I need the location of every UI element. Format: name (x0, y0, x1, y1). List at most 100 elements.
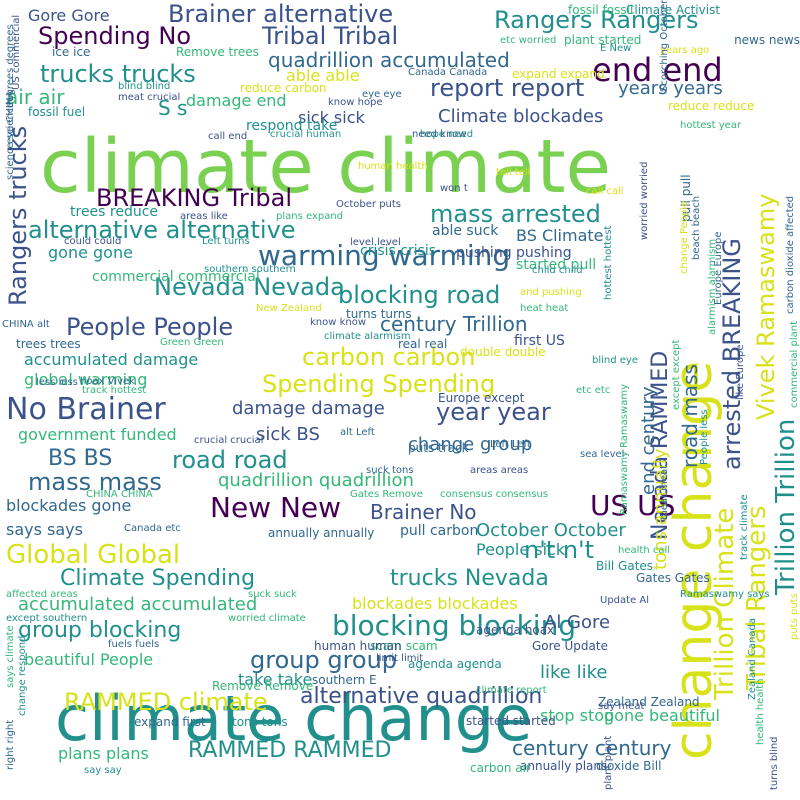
cloud-word: Ramaswamy says (680, 589, 770, 600)
cloud-word: Nevada Nevada (154, 273, 345, 301)
cloud-word: won t (440, 183, 468, 194)
cloud-word: quadrillion accumulated (268, 48, 510, 72)
cloud-word: October puts (336, 199, 402, 210)
cloud-word: less less (36, 377, 78, 388)
cloud-word: years years (618, 78, 723, 99)
cloud-word: stop stop (540, 706, 615, 725)
cloud-word: fossil fuel (28, 105, 86, 119)
cloud-word: meat crucial (118, 92, 181, 103)
cloud-word: blind eye (592, 355, 638, 366)
cloud-word: plans plans (58, 744, 149, 763)
cloud-word: started started (466, 714, 556, 728)
cloud-word: except southern (6, 613, 88, 624)
cloud-word: Update Al (600, 595, 650, 606)
cloud-word: blocking road (338, 281, 501, 309)
cloud-word: like like (540, 662, 608, 683)
cloud-word: know hope (328, 97, 383, 108)
cloud-word: news news (734, 33, 800, 47)
cloud-word: commercial plant (789, 320, 800, 408)
cloud-word: E New (600, 43, 632, 54)
cloud-word: worried climate (228, 613, 306, 624)
cloud-word: suck tons (366, 465, 414, 476)
cloud-word: century Trillion (380, 312, 528, 336)
cloud-word: CHINA alt (2, 319, 50, 330)
cloud-word: crucial human (270, 129, 342, 140)
cloud-word: reduce reduce (668, 99, 755, 113)
cloud-word: Remove Remove (212, 679, 314, 693)
cloud-word: beach beach (691, 195, 702, 260)
cloud-word: No Brainer (6, 392, 166, 427)
cloud-word: etc worried (500, 35, 557, 46)
cloud-word: expand first (134, 715, 206, 729)
cloud-word: call end (208, 131, 248, 142)
cloud-word: dioxide Bill (596, 759, 662, 773)
cloud-word: plant started (564, 33, 642, 47)
cloud-word: worried worried (639, 161, 650, 240)
cloud-word: accumulated accumulated (18, 594, 258, 615)
cloud-word: RAMMED RAMMED (188, 738, 392, 763)
cloud-word: US US (590, 489, 676, 522)
cloud-word: Zealand Zealand (598, 695, 700, 709)
cloud-word: health call (618, 545, 671, 556)
cloud-word: Tribal Tribal (262, 22, 399, 50)
cloud-word: carbon carbon (302, 343, 476, 371)
cloud-word: Ramaswamy Ramaswamy (619, 384, 630, 515)
cloud-word: Remove trees (176, 45, 259, 59)
cloud-word: like Europe (735, 344, 746, 401)
cloud-word: Gates Remove (350, 489, 423, 500)
cloud-word: level level (350, 237, 401, 248)
cloud-word: areas areas (470, 465, 529, 476)
cloud-word: meat meat (659, 464, 670, 520)
cloud-word: southern E (312, 673, 377, 687)
cloud-word: pushing pushing (456, 245, 572, 261)
cloud-word: turns turns (346, 307, 412, 321)
cloud-word: October October (476, 520, 626, 541)
cloud-word: change group (408, 434, 533, 455)
cloud-word: Rangers Rangers (494, 6, 699, 34)
cloud-word: damage end (186, 91, 287, 110)
cloud-word: climate change (55, 682, 533, 755)
cloud-word: hottest year (680, 120, 742, 131)
cloud-word: end end (592, 51, 723, 89)
cloud-word: health health (755, 678, 766, 746)
cloud-word: annually annually (268, 526, 375, 540)
cloud-word: change People (679, 200, 690, 274)
cloud-word: sick BS (256, 424, 320, 445)
cloud-word: mass mass (28, 468, 162, 496)
cloud-word: heat heat (520, 303, 569, 314)
cloud-word: tons tons (232, 715, 288, 729)
cloud-word: alt Left (340, 427, 375, 438)
cloud-word: crucial crucial (194, 435, 264, 446)
cloud-word: child child (532, 265, 583, 276)
cloud-word: real real (398, 337, 448, 351)
cloud-word: RAMMED climate (64, 688, 268, 716)
cloud-word: say say (84, 765, 122, 776)
cloud-word: Brainer No (370, 500, 477, 524)
cloud-word: road mass (678, 364, 702, 468)
cloud-word: trucks Nevada (390, 566, 549, 591)
cloud-word: reduce carbon (240, 81, 327, 95)
cloud-word: People less (699, 409, 710, 465)
cloud-word: Europe except (438, 391, 525, 405)
cloud-word: limit limit (376, 653, 424, 664)
cloud-word: quadrillion quadrillion (218, 470, 414, 491)
cloud-word: areas like (180, 211, 228, 222)
cloud-word: hottest hottest (603, 225, 614, 300)
cloud-word: blind blind (118, 81, 171, 92)
cloud-word: trucks trucks (40, 60, 196, 88)
cloud-word: fossil fossil (568, 3, 634, 17)
cloud-word: Trillion Climate (710, 507, 740, 700)
cloud-word: could could (64, 236, 122, 247)
cloud-word: Bill Gates (596, 559, 654, 573)
cloud-word: Brainer alternative (168, 0, 394, 28)
cloud-word: and pushing (520, 287, 582, 298)
cloud-word: need know (412, 129, 467, 140)
cloud-word: government funded (18, 425, 177, 444)
cloud-word: accumulated damage (24, 350, 199, 369)
cloud-word: century century (512, 736, 672, 760)
cloud-word: consensus consensus (440, 489, 549, 500)
cloud-word: agenda agenda (408, 657, 502, 671)
cloud-word: warming warming (258, 239, 511, 272)
cloud-word: group group (250, 646, 398, 674)
cloud-word: climate alarmism (324, 331, 411, 342)
